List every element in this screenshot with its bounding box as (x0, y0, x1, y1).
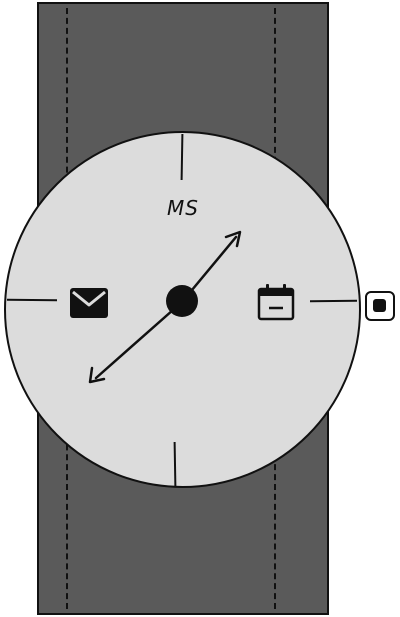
center-pin (166, 285, 198, 317)
mail-icon[interactable] (69, 287, 109, 319)
minute-hand-arrowhead (224, 230, 242, 248)
hour-hand-arrowhead (88, 366, 106, 384)
hour-hand (94, 300, 184, 380)
calendar-icon[interactable] (257, 283, 295, 321)
crown-button-inner (373, 299, 386, 312)
brand-label: MS (167, 196, 199, 220)
crown-button[interactable] (365, 291, 395, 321)
